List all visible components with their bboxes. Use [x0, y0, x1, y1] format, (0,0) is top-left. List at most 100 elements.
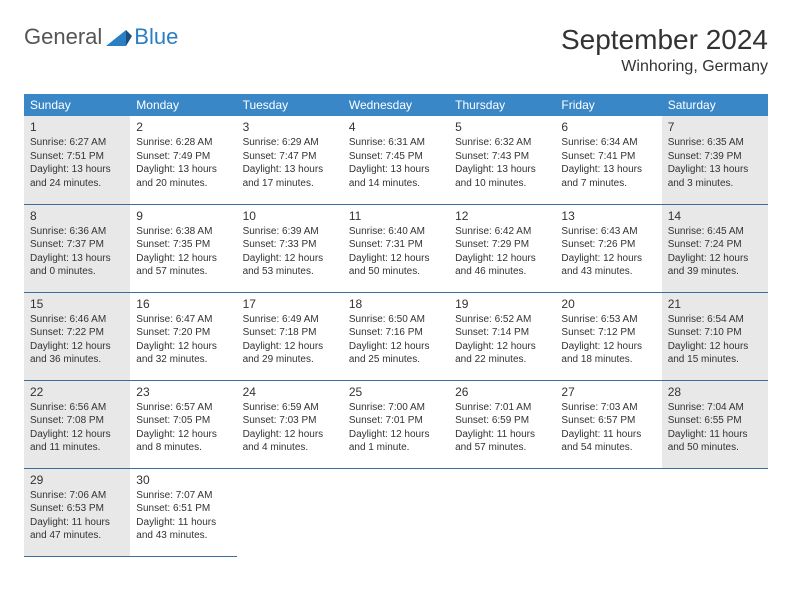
day-info: Sunrise: 6:43 AMSunset: 7:26 PMDaylight:…: [561, 225, 655, 279]
day-cell-24: 24 Sunrise: 6:59 AMSunset: 7:03 PMDayligh…: [237, 380, 343, 468]
day-info: Sunrise: 7:03 AMSunset: 6:57 PMDaylight:…: [561, 401, 655, 455]
day-info: Sunrise: 6:31 AMSunset: 7:45 PMDaylight:…: [349, 136, 443, 190]
day-number: 18: [349, 297, 443, 311]
page-title: September 2024: [561, 24, 768, 56]
day-number: 17: [243, 297, 337, 311]
header: General Blue September 2024 Winhoring, G…: [24, 24, 768, 76]
day-info: Sunrise: 6:34 AMSunset: 7:41 PMDaylight:…: [561, 136, 655, 190]
day-info: Sunrise: 6:56 AMSunset: 7:08 PMDaylight:…: [30, 401, 124, 455]
day-number: 24: [243, 385, 337, 399]
day-number: 2: [136, 120, 230, 134]
day-number: 22: [30, 385, 124, 399]
location-text: Winhoring, Germany: [561, 58, 768, 76]
day-number: 10: [243, 209, 337, 223]
day-info: Sunrise: 6:35 AMSunset: 7:39 PMDaylight:…: [668, 136, 762, 190]
day-info: Sunrise: 6:52 AMSunset: 7:14 PMDaylight:…: [455, 313, 549, 367]
day-number: 25: [349, 385, 443, 399]
day-info: Sunrise: 6:38 AMSunset: 7:35 PMDaylight:…: [136, 225, 230, 279]
day-number: 9: [136, 209, 230, 223]
calendar-week-row: 8 Sunrise: 6:36 AMSunset: 7:37 PMDaylight…: [24, 204, 768, 292]
day-cell-1: 1 Sunrise: 6:27 AMSunset: 7:51 PMDaylight…: [24, 116, 130, 204]
day-info: Sunrise: 6:42 AMSunset: 7:29 PMDaylight:…: [455, 225, 549, 279]
day-header-saturday: Saturday: [662, 94, 768, 116]
day-info: Sunrise: 6:59 AMSunset: 7:03 PMDaylight:…: [243, 401, 337, 455]
day-info: Sunrise: 7:01 AMSunset: 6:59 PMDaylight:…: [455, 401, 549, 455]
day-cell-22: 22 Sunrise: 6:56 AMSunset: 7:08 PMDayligh…: [24, 380, 130, 468]
day-cell-20: 20 Sunrise: 6:53 AMSunset: 7:12 PMDayligh…: [555, 292, 661, 380]
day-number: 19: [455, 297, 549, 311]
day-cell-27: 27 Sunrise: 7:03 AMSunset: 6:57 PMDayligh…: [555, 380, 661, 468]
day-cell-19: 19 Sunrise: 6:52 AMSunset: 7:14 PMDayligh…: [449, 292, 555, 380]
day-cell-9: 9 Sunrise: 6:38 AMSunset: 7:35 PMDaylight…: [130, 204, 236, 292]
day-number: 30: [136, 473, 230, 487]
day-info: Sunrise: 6:57 AMSunset: 7:05 PMDaylight:…: [136, 401, 230, 455]
day-cell-empty: [449, 468, 555, 556]
day-info: Sunrise: 6:32 AMSunset: 7:43 PMDaylight:…: [455, 136, 549, 190]
logo-general-text: General: [24, 24, 102, 50]
day-info: Sunrise: 7:04 AMSunset: 6:55 PMDaylight:…: [668, 401, 762, 455]
day-number: 21: [668, 297, 762, 311]
day-header-thursday: Thursday: [449, 94, 555, 116]
day-info: Sunrise: 6:40 AMSunset: 7:31 PMDaylight:…: [349, 225, 443, 279]
day-number: 26: [455, 385, 549, 399]
day-number: 11: [349, 209, 443, 223]
day-cell-28: 28 Sunrise: 7:04 AMSunset: 6:55 PMDayligh…: [662, 380, 768, 468]
day-number: 6: [561, 120, 655, 134]
day-cell-14: 14 Sunrise: 6:45 AMSunset: 7:24 PMDayligh…: [662, 204, 768, 292]
day-info: Sunrise: 6:46 AMSunset: 7:22 PMDaylight:…: [30, 313, 124, 367]
day-header-friday: Friday: [555, 94, 661, 116]
day-header-sunday: Sunday: [24, 94, 130, 116]
day-number: 15: [30, 297, 124, 311]
day-info: Sunrise: 6:53 AMSunset: 7:12 PMDaylight:…: [561, 313, 655, 367]
day-cell-29: 29Sunrise: 7:06 AMSunset: 6:53 PMDayligh…: [24, 468, 130, 556]
day-cell-25: 25 Sunrise: 7:00 AMSunset: 7:01 PMDayligh…: [343, 380, 449, 468]
day-number: 20: [561, 297, 655, 311]
title-block: September 2024 Winhoring, Germany: [561, 24, 768, 76]
day-header-wednesday: Wednesday: [343, 94, 449, 116]
logo-blue-text: Blue: [134, 24, 178, 50]
calendar-week-row: 15 Sunrise: 6:46 AMSunset: 7:22 PMDayligh…: [24, 292, 768, 380]
day-cell-11: 11 Sunrise: 6:40 AMSunset: 7:31 PMDayligh…: [343, 204, 449, 292]
day-number: 29: [30, 473, 124, 487]
day-header-monday: Monday: [130, 94, 236, 116]
day-number: 27: [561, 385, 655, 399]
day-info: Sunrise: 7:00 AMSunset: 7:01 PMDaylight:…: [349, 401, 443, 455]
day-cell-18: 18 Sunrise: 6:50 AMSunset: 7:16 PMDayligh…: [343, 292, 449, 380]
day-cell-3: 3 Sunrise: 6:29 AMSunset: 7:47 PMDaylight…: [237, 116, 343, 204]
day-info: Sunrise: 6:49 AMSunset: 7:18 PMDaylight:…: [243, 313, 337, 367]
day-number: 8: [30, 209, 124, 223]
day-cell-empty: [237, 468, 343, 556]
day-info: Sunrise: 6:45 AMSunset: 7:24 PMDaylight:…: [668, 225, 762, 279]
logo-triangle-icon: [106, 28, 132, 46]
day-number: 14: [668, 209, 762, 223]
calendar-week-row: 22 Sunrise: 6:56 AMSunset: 7:08 PMDayligh…: [24, 380, 768, 468]
day-cell-26: 26 Sunrise: 7:01 AMSunset: 6:59 PMDayligh…: [449, 380, 555, 468]
day-number: 7: [668, 120, 762, 134]
day-cell-6: 6 Sunrise: 6:34 AMSunset: 7:41 PMDaylight…: [555, 116, 661, 204]
day-number: 1: [30, 120, 124, 134]
calendar-table: SundayMondayTuesdayWednesdayThursdayFrid…: [24, 94, 768, 557]
day-info: Sunrise: 6:47 AMSunset: 7:20 PMDaylight:…: [136, 313, 230, 367]
day-info: Sunrise: 6:36 AMSunset: 7:37 PMDaylight:…: [30, 225, 124, 279]
day-cell-21: 21 Sunrise: 6:54 AMSunset: 7:10 PMDayligh…: [662, 292, 768, 380]
day-info: Sunrise: 6:50 AMSunset: 7:16 PMDaylight:…: [349, 313, 443, 367]
day-cell-15: 15 Sunrise: 6:46 AMSunset: 7:22 PMDayligh…: [24, 292, 130, 380]
day-cell-8: 8 Sunrise: 6:36 AMSunset: 7:37 PMDaylight…: [24, 204, 130, 292]
day-info: Sunrise: 6:54 AMSunset: 7:10 PMDaylight:…: [668, 313, 762, 367]
day-number: 4: [349, 120, 443, 134]
day-cell-30: 30Sunrise: 7:07 AMSunset: 6:51 PMDayligh…: [130, 468, 236, 556]
day-cell-10: 10Sunrise: 6:39 AMSunset: 7:33 PMDayligh…: [237, 204, 343, 292]
day-info: Sunrise: 6:27 AMSunset: 7:51 PMDaylight:…: [30, 136, 124, 190]
day-number: 16: [136, 297, 230, 311]
day-cell-17: 17 Sunrise: 6:49 AMSunset: 7:18 PMDayligh…: [237, 292, 343, 380]
day-number: 5: [455, 120, 549, 134]
logo: General Blue: [24, 24, 178, 50]
day-number: 28: [668, 385, 762, 399]
day-number: 13: [561, 209, 655, 223]
day-info: Sunrise: 6:29 AMSunset: 7:47 PMDaylight:…: [243, 136, 337, 190]
day-cell-7: 7 Sunrise: 6:35 AMSunset: 7:39 PMDaylight…: [662, 116, 768, 204]
day-cell-13: 13 Sunrise: 6:43 AMSunset: 7:26 PMDayligh…: [555, 204, 661, 292]
day-header-row: SundayMondayTuesdayWednesdayThursdayFrid…: [24, 94, 768, 116]
day-cell-empty: [343, 468, 449, 556]
day-number: 3: [243, 120, 337, 134]
